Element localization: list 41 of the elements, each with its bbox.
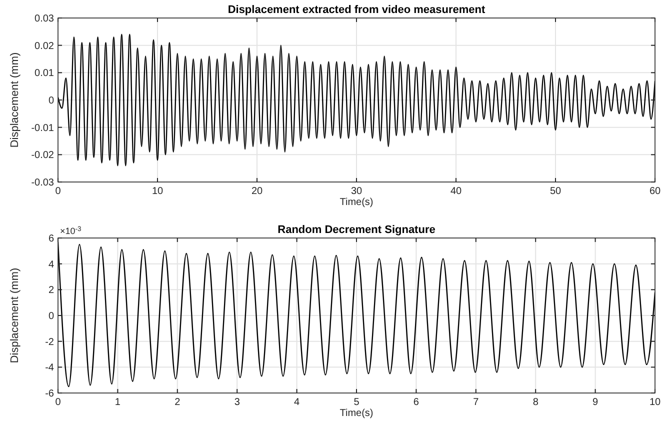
x-tick-label: 0	[55, 186, 62, 197]
y-axis-title: Displacement (mm)	[9, 268, 21, 364]
x-tick-label: 7	[473, 397, 480, 408]
y-tick-label: 6	[48, 234, 54, 244]
text: ×10$^{-3}$	[60, 226, 82, 236]
x-axis-title: Time(s)	[340, 197, 374, 208]
y-tick-label: 0	[48, 311, 54, 322]
x-tick-label: 30	[350, 186, 362, 197]
y-tick-label: 4	[48, 259, 54, 270]
x-tick-label: 0	[55, 397, 62, 408]
y-tick-label: -6	[45, 388, 54, 400]
x-tick-label: 1	[114, 397, 121, 408]
x-tick-label: 40	[450, 186, 462, 197]
x-tick-label: 60	[649, 186, 661, 197]
x-tick-label: 10	[152, 186, 164, 197]
y-tick-label: -2	[45, 336, 54, 348]
y-tick-label: 2	[48, 285, 54, 296]
y-tick-label: 0.01	[34, 68, 54, 80]
chart-title: Displacement extracted from video measurement	[228, 4, 486, 16]
x-tick-label: 6	[413, 397, 420, 408]
x-tick-label: 50	[550, 186, 562, 197]
y-tick-label: 0.03	[34, 14, 54, 24]
x-tick-label: 5	[354, 397, 360, 408]
line-series	[58, 34, 655, 166]
y-tick-label: -4	[45, 362, 54, 374]
x-tick-label: 9	[592, 397, 599, 408]
y-axis-title: Displacement (mm)	[9, 52, 21, 148]
x-tick-label: 20	[251, 186, 263, 197]
y-tick-label: -0.03	[31, 178, 54, 188]
x-tick-label: 3	[234, 397, 240, 408]
chart-title: Random Decrement Signature	[278, 224, 436, 236]
line-series	[58, 241, 655, 388]
y-tick-label: -0.01	[31, 122, 54, 134]
y-tick-label: 0	[48, 96, 54, 106]
x-tick-label: 8	[532, 397, 539, 408]
y-tick-label: -0.02	[31, 150, 54, 162]
x-tick-label: 4	[294, 397, 300, 408]
x-tick-label: 10	[649, 397, 661, 408]
x-axis-title: Time(s)	[340, 408, 374, 419]
y-tick-label: 0.02	[34, 40, 54, 52]
x-tick-label: 2	[174, 397, 181, 408]
